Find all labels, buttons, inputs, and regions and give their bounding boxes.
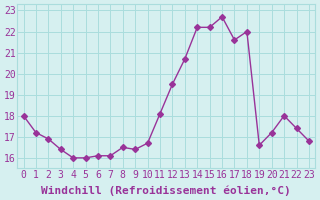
X-axis label: Windchill (Refroidissement éolien,°C): Windchill (Refroidissement éolien,°C): [41, 185, 291, 196]
